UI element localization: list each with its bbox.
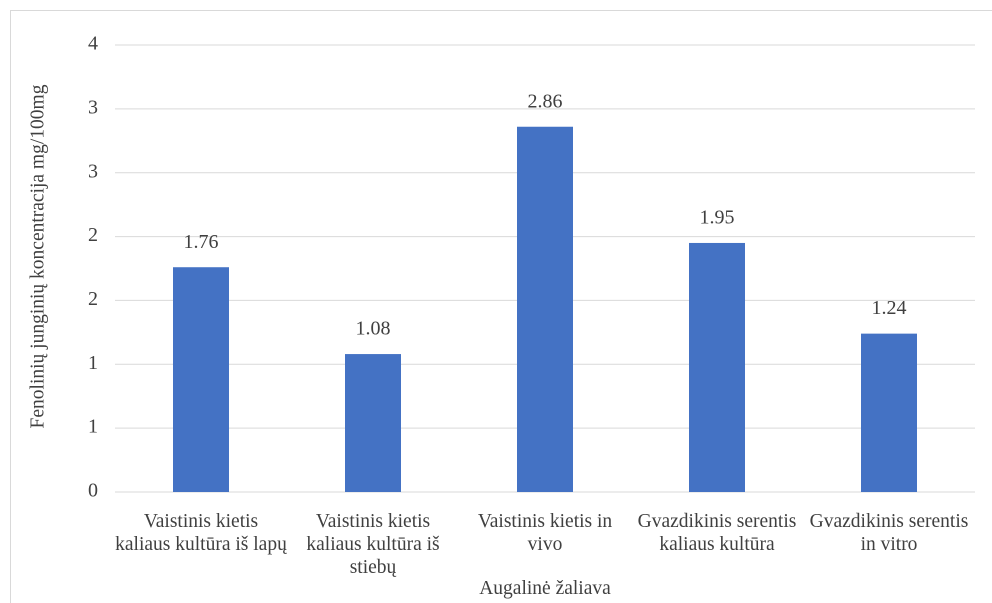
y-tick-label: 4 — [88, 33, 98, 55]
y-tick-label: 1 — [88, 416, 98, 438]
x-axis-title: Augalinė žaliava — [479, 578, 611, 599]
bar — [345, 354, 401, 492]
bar — [173, 267, 229, 492]
bar — [861, 333, 917, 492]
data-label: 2.86 — [528, 90, 563, 112]
bar — [689, 242, 745, 492]
x-tick-label: Gvazdikinis serentis in vitro — [809, 511, 969, 555]
bar — [517, 126, 573, 492]
data-label: 1.08 — [356, 318, 391, 340]
data-label: 1.24 — [872, 297, 907, 319]
data-label: 1.76 — [184, 231, 219, 253]
data-label: 1.95 — [700, 207, 735, 229]
x-tick-label: Vaistinis kietis in vivo — [477, 511, 613, 555]
y-tick-label: 3 — [88, 96, 98, 118]
y-axis-title: Fenolinių junginių koncentracija mg/100m… — [27, 84, 49, 429]
y-tick-label: 1 — [88, 352, 98, 374]
chart-border — [10, 10, 992, 603]
x-tick-label: Vaistinis kietis kaliaus kultūra iš stie… — [306, 511, 440, 578]
x-tick-label: Gvazdikinis serentis kaliaus kultūra — [637, 511, 797, 555]
y-tick-label: 0 — [88, 480, 98, 502]
y-tick-label: 3 — [88, 160, 98, 182]
y-tick-label: 2 — [88, 288, 98, 310]
x-tick-label: Vaistinis kietis kaliaus kultūra iš lapų — [115, 511, 287, 555]
y-tick-label: 2 — [88, 224, 98, 246]
